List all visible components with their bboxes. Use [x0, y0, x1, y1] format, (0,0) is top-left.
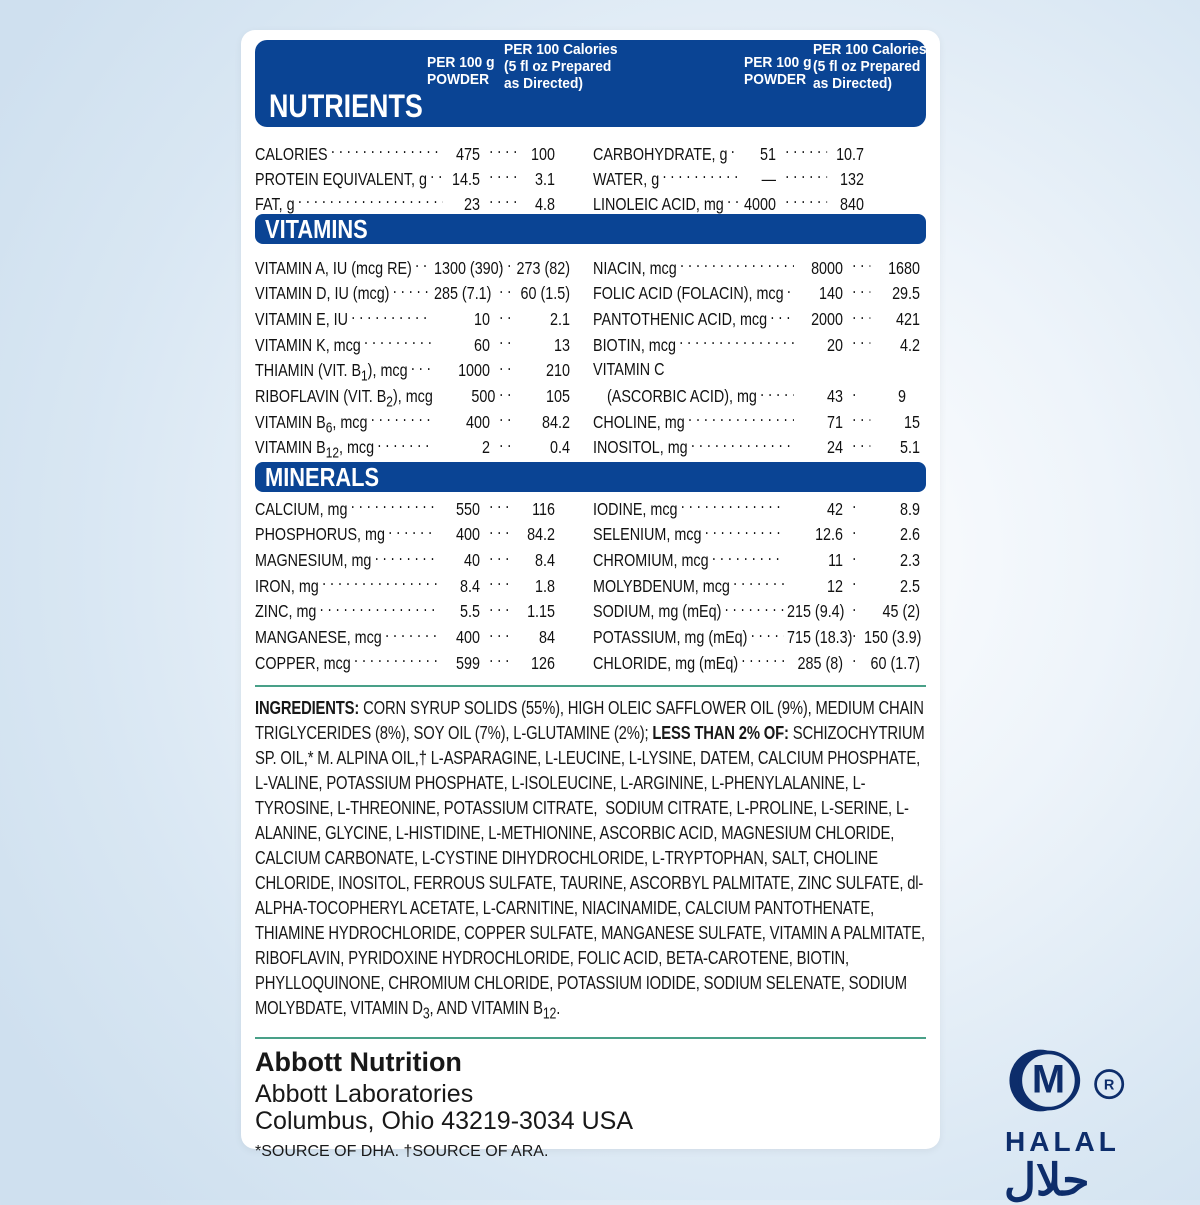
- svg-text:R: R: [1104, 1078, 1115, 1094]
- svg-text:M: M: [1032, 1057, 1065, 1101]
